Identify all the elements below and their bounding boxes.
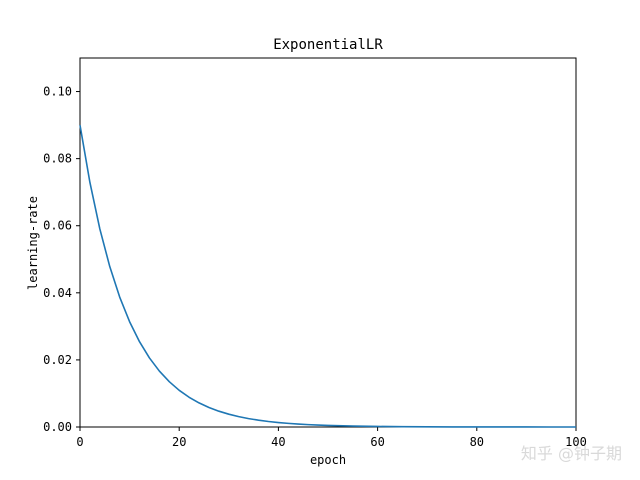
x-tick-label: 20: [172, 435, 186, 449]
x-tick-label: 80: [470, 435, 484, 449]
plot-frame: [79, 57, 577, 428]
series-layer: [79, 124, 576, 428]
y-axis: 0.00 0.02 0.04 0.06 0.08 0.10: [43, 85, 80, 434]
x-axis-label: epoch: [310, 453, 346, 467]
y-tick-label: 0.00: [43, 420, 72, 434]
x-tick-label: 40: [271, 435, 285, 449]
y-tick-label: 0.08: [43, 152, 72, 166]
x-tick-label: 60: [370, 435, 384, 449]
watermark-text: 知乎 @钟子期: [521, 444, 622, 463]
series-line: [79, 124, 576, 428]
y-tick-label: 0.06: [43, 219, 72, 233]
y-tick-label: 0.10: [43, 85, 72, 99]
y-tick-label: 0.04: [43, 286, 72, 300]
x-tick-label: 100: [565, 435, 587, 449]
y-axis-label: learning-rate: [26, 196, 40, 290]
y-tick-label: 0.02: [43, 353, 72, 367]
x-tick-label: 0: [76, 435, 83, 449]
x-axis: 0 20 40 60 80 100: [76, 427, 587, 449]
chart-title: ExponentialLR: [273, 37, 383, 53]
